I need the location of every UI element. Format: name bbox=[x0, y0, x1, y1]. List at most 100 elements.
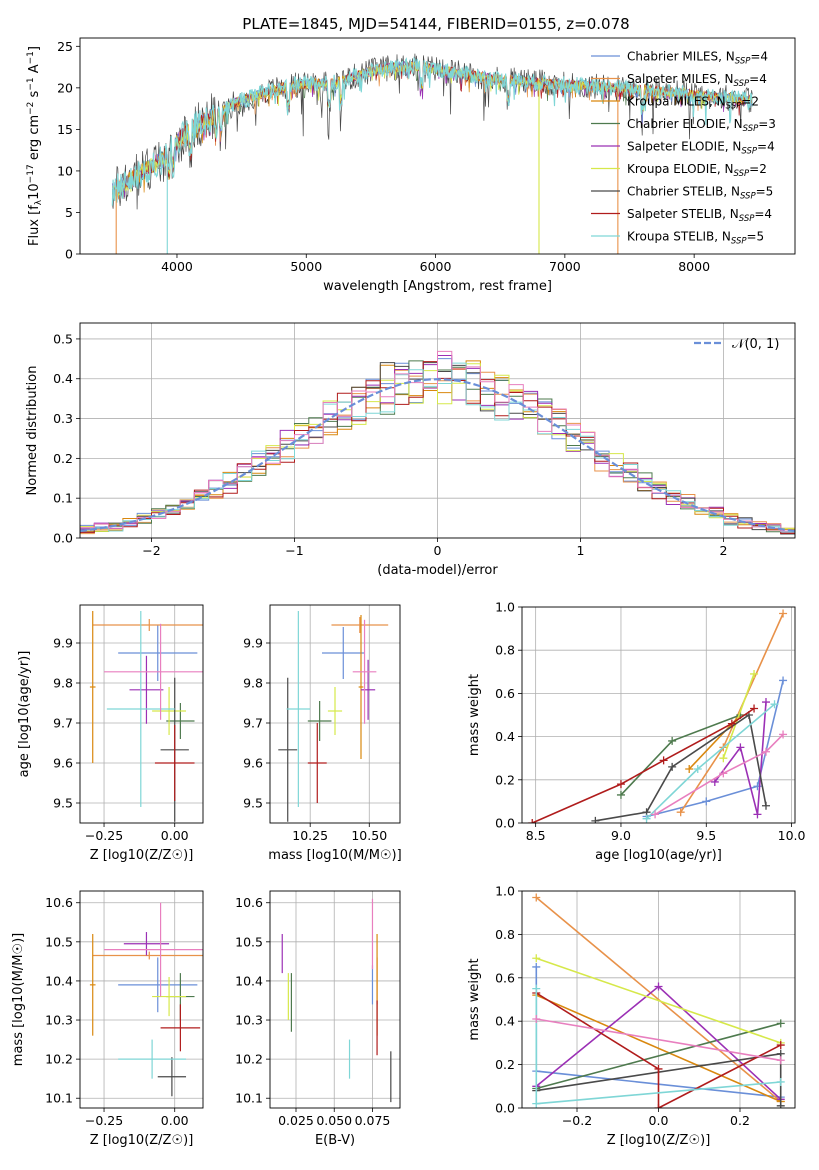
y-tick-label: 0.8 bbox=[495, 643, 515, 658]
x-tick-label: 8.5 bbox=[526, 828, 546, 843]
axes-frame bbox=[79, 890, 204, 1109]
label-tail: =5 bbox=[747, 230, 765, 244]
weight-marker bbox=[693, 765, 702, 773]
y-tick-label: 15 bbox=[57, 122, 73, 137]
y-tick-label: 9.9 bbox=[243, 636, 263, 651]
series-line-kroupa-elodie bbox=[112, 61, 753, 199]
label-base: Salpeter MILES, N bbox=[627, 72, 734, 86]
y-tick-label: 0.6 bbox=[495, 970, 515, 985]
x-tick-label: 0.025 bbox=[278, 1113, 314, 1128]
x-tick-label: −1 bbox=[285, 543, 303, 558]
axes-frame bbox=[521, 606, 796, 824]
label-base: Salpeter ELODIE, N bbox=[627, 140, 741, 154]
y-axis-label: mass weight bbox=[467, 674, 482, 756]
y-tick-label: 0.5 bbox=[53, 331, 73, 346]
y-tick-label: 10.5 bbox=[235, 934, 263, 949]
y-label-part: −1 bbox=[26, 51, 36, 64]
axes-frame bbox=[269, 890, 401, 1109]
label-tail: =4 bbox=[750, 50, 768, 64]
y-tick-label: 10.3 bbox=[45, 1013, 73, 1028]
weight-marker bbox=[642, 814, 651, 823]
weight-marker bbox=[770, 700, 779, 709]
x-tick-label: 10.25 bbox=[292, 828, 328, 843]
label-tail: =4 bbox=[757, 140, 775, 154]
x-tick-label: −0.25 bbox=[85, 828, 123, 843]
legend-label: Kroupa MILES, NSSP=2 bbox=[627, 95, 759, 112]
x-axis-label: age [log10(age/yr)] bbox=[595, 848, 722, 863]
weight-marker bbox=[761, 698, 770, 707]
y-label-part: ] bbox=[27, 46, 42, 51]
panel-weight-vs-Z: −0.2 0.0 0.2 0.0 0.2 0.4 0.6 0.8 1.0 Z [log10(Z/Z… bbox=[467, 884, 796, 1148]
y-tick-label: 9.5 bbox=[53, 796, 73, 811]
weight-marker bbox=[776, 1077, 785, 1086]
y-axis-label: age [log10(age/yr)] bbox=[17, 651, 32, 778]
x-axis-label: Z [log10(Z/Z☉)] bbox=[90, 848, 194, 863]
y-tick-label: 0.0 bbox=[53, 531, 73, 546]
plot-area bbox=[270, 891, 400, 1108]
weight-line-salpeter-stelib bbox=[535, 992, 782, 1108]
y-tick-label: 10.2 bbox=[45, 1052, 73, 1067]
x-tick-label: 9.0 bbox=[611, 828, 631, 843]
y-axis-label: mass [log10(M/M☉)] bbox=[11, 933, 26, 1066]
label-sub: SSP bbox=[741, 147, 757, 157]
weight-marker bbox=[654, 1104, 663, 1108]
weight-line-chabrier-elodie bbox=[620, 714, 741, 796]
label-tail: =3 bbox=[758, 117, 776, 131]
y-label-part: −17 bbox=[26, 164, 36, 183]
x-tick-label: 4000 bbox=[161, 259, 193, 274]
label-tail: =5 bbox=[756, 185, 774, 199]
y-label-part: −2 bbox=[26, 102, 36, 115]
weight-line-pink bbox=[536, 1018, 781, 1062]
y-tick-label: 20 bbox=[57, 80, 73, 95]
series-line-kroupa-stelib bbox=[111, 56, 753, 206]
weight-marker bbox=[750, 669, 759, 678]
weight-marker bbox=[654, 1064, 663, 1073]
x-axis-label: (data-model)/error bbox=[377, 563, 498, 578]
label-sub: SSP bbox=[740, 192, 756, 202]
weight-marker bbox=[719, 769, 728, 778]
weight-marker bbox=[736, 743, 745, 752]
plot-area bbox=[111, 53, 753, 254]
y-label-part: Flux [f bbox=[27, 205, 42, 246]
x-tick-label: 10.0 bbox=[778, 828, 806, 843]
legend-label: Salpeter STELIB, NSSP=4 bbox=[627, 207, 772, 224]
weight-line-kroupa-stelib bbox=[646, 703, 776, 820]
weight-marker bbox=[532, 954, 541, 963]
legend-label: 𝒩(0, 1) bbox=[732, 337, 779, 352]
y-tick-label: 0.3 bbox=[53, 411, 73, 426]
weight-line-kroupa-elodie bbox=[536, 957, 781, 1044]
axes-frame bbox=[521, 890, 796, 1109]
y-tick-label: 9.6 bbox=[53, 756, 73, 771]
weight-marker bbox=[591, 816, 600, 823]
y-axis-label: Flux [fλ10−17 erg cm−2 s−1 A−1] bbox=[26, 46, 44, 246]
x-tick-label: 0.050 bbox=[316, 1113, 352, 1128]
weight-marker bbox=[616, 780, 625, 789]
weight-marker bbox=[532, 893, 541, 902]
plot-area bbox=[522, 607, 795, 823]
weight-line-pink bbox=[654, 733, 784, 816]
legend-label: Salpeter MILES, NSSP=4 bbox=[627, 72, 767, 89]
weight-line-chabrier-elodie bbox=[536, 1022, 781, 1090]
y-tick-label: 0.2 bbox=[495, 1057, 515, 1072]
y-tick-label: 0.4 bbox=[495, 1014, 515, 1029]
legend-label: Chabrier MILES, NSSP=4 bbox=[627, 50, 768, 67]
x-axis-label: Z [log10(Z/Z☉)] bbox=[607, 1133, 711, 1148]
weight-marker bbox=[779, 609, 788, 618]
y-label-part: s bbox=[27, 90, 42, 101]
label-sub: SSP bbox=[734, 169, 750, 179]
x-tick-label: 5000 bbox=[290, 259, 322, 274]
y-tick-label: 9.8 bbox=[53, 676, 73, 691]
weight-marker bbox=[776, 1019, 785, 1028]
label-sub: SSP bbox=[743, 124, 759, 134]
y-tick-label: 10.3 bbox=[235, 1013, 263, 1028]
x-tick-label: 0.2 bbox=[730, 1113, 750, 1128]
weight-marker bbox=[528, 819, 537, 823]
weight-marker bbox=[685, 765, 694, 773]
x-tick-label: 0 bbox=[434, 543, 442, 558]
panel-weight-vs-age: 8.5 9.0 9.5 10.0 0.0 0.2 0.4 0.6 0.8 1.0 age [log1… bbox=[467, 600, 806, 864]
y-tick-label: 10.1 bbox=[45, 1091, 73, 1106]
y-tick-label: 10.4 bbox=[235, 973, 263, 988]
x-axis-label: mass [log10(M/M☉)] bbox=[268, 848, 401, 863]
y-tick-label: 10.4 bbox=[45, 973, 73, 988]
label-sub: SSP bbox=[735, 57, 751, 67]
